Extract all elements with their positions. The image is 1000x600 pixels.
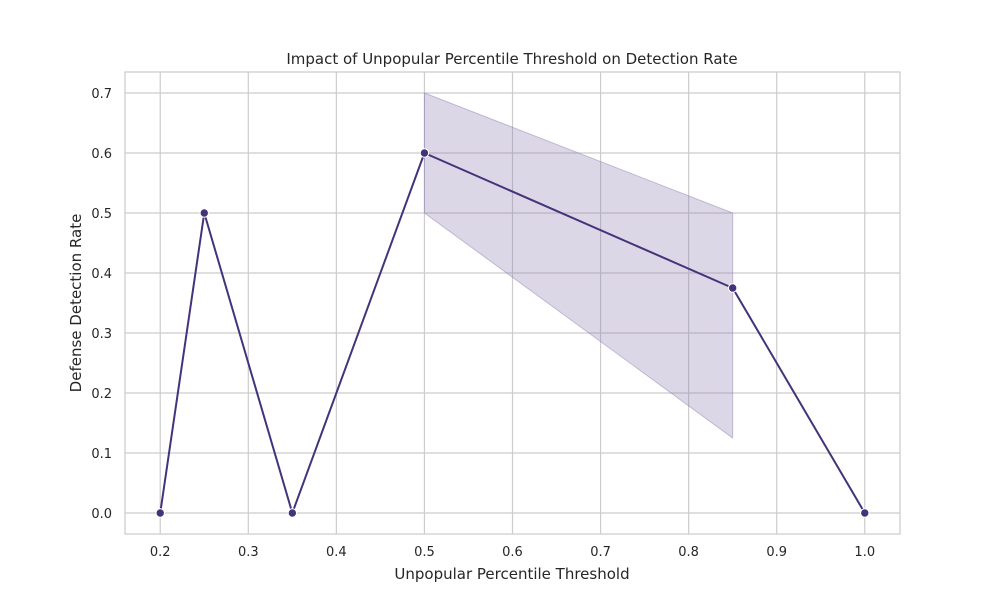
x-tick-label: 0.5 — [414, 545, 435, 560]
x-tick-label: 1.0 — [854, 545, 875, 560]
x-tick-label: 0.4 — [326, 545, 347, 560]
data-point — [419, 148, 430, 158]
data-point — [199, 208, 209, 218]
x-tick-label: 0.6 — [502, 545, 523, 560]
y-tick-label: 0.7 — [91, 87, 112, 102]
y-tick-label: 0.6 — [91, 147, 112, 162]
x-axis-label: Unpopular Percentile Threshold — [394, 565, 629, 583]
x-axis-ticks: 0.2 0.3 0.4 0.5 0.6 0.7 0.8 0.9 1.0 — [150, 545, 875, 560]
y-tick-label: 0.0 — [91, 507, 112, 522]
x-tick-label: 0.3 — [238, 545, 259, 560]
x-tick-label: 0.9 — [766, 545, 787, 560]
confidence-band-layer — [423, 92, 734, 439]
y-tick-label: 0.2 — [91, 387, 112, 402]
y-axis-ticks: 0.0 0.1 0.2 0.3 0.4 0.5 0.6 0.7 — [91, 87, 112, 522]
series-markers — [155, 148, 870, 518]
y-tick-label: 0.4 — [91, 267, 112, 282]
series-line — [159, 152, 866, 514]
confidence-band — [423, 92, 734, 439]
y-tick-label: 0.5 — [91, 207, 112, 222]
x-tick-label: 0.7 — [590, 545, 611, 560]
chart-title: Impact of Unpopular Percentile Threshold… — [286, 50, 737, 68]
data-point — [287, 508, 298, 518]
x-tick-label: 0.8 — [678, 545, 699, 560]
grid — [125, 72, 900, 534]
series-line-layer — [159, 152, 866, 514]
data-point — [727, 283, 738, 293]
y-tick-label: 0.3 — [91, 327, 112, 342]
data-point — [860, 508, 870, 518]
x-tick-label: 0.2 — [150, 545, 171, 560]
y-tick-label: 0.1 — [91, 447, 112, 462]
y-axis-label: Defense Detection Rate — [67, 214, 85, 393]
data-point — [155, 508, 165, 518]
